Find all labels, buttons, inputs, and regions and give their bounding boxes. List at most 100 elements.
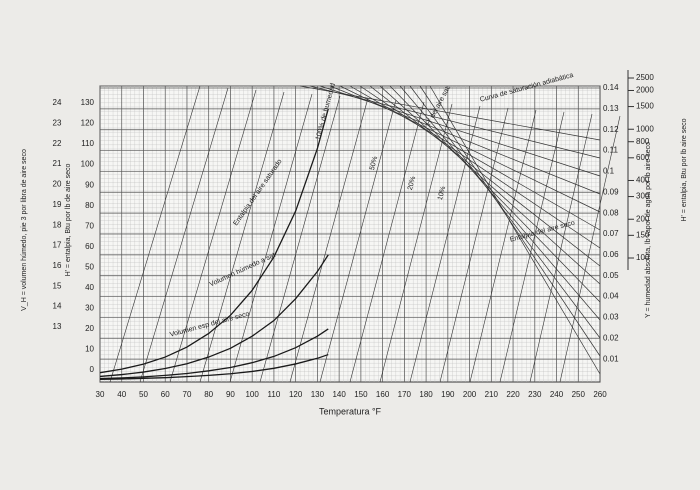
y-tick-label: 0.13	[603, 104, 619, 113]
saturation-adiabatic-line	[349, 85, 601, 231]
adiabatic-line	[139, 87, 229, 383]
h-tick-label: 0	[90, 365, 95, 374]
x-tick-label: 150	[354, 390, 368, 399]
x-tick-label: 60	[161, 390, 170, 399]
y-tick-label: 0.14	[603, 83, 619, 92]
humidity-curve	[99, 328, 329, 380]
y-tick-label: 0.1	[603, 167, 615, 176]
x-tick-label: 30	[96, 390, 105, 399]
saturation-adiabatic-line	[299, 85, 601, 141]
y-tick-label: 0.11	[603, 146, 619, 155]
adiabatic-line	[259, 95, 341, 383]
adiabatic-line	[439, 107, 509, 383]
x-tick-label: 210	[485, 390, 499, 399]
adiabatic-line	[109, 85, 201, 383]
adiabatic-line	[409, 105, 481, 383]
adiabatic-line	[529, 113, 593, 383]
h-tick-label: 80	[85, 201, 94, 210]
h-axis-title: H' = entalpia, Btu por lb de aire seco	[65, 163, 72, 276]
vh-tick-label: 19	[53, 200, 62, 209]
x-tick-label: 130	[311, 390, 325, 399]
x-tick-label: 40	[117, 390, 126, 399]
x-tick-label: 70	[183, 390, 192, 399]
h-tick-label: 70	[85, 221, 94, 230]
saturation-adiabatic-line	[369, 85, 601, 267]
h-tick-label: 10	[85, 345, 94, 354]
vh-tick-label: 13	[53, 322, 62, 331]
hsat-axis-title: H' = entalpia, Btu por lb aire seco	[681, 118, 688, 221]
y-tick-label: 0.07	[603, 229, 619, 238]
hsat-tick-label: 1500	[636, 102, 654, 111]
adiabatic-line	[289, 97, 369, 383]
x-tick-label: 200	[463, 390, 477, 399]
x-tick-label: 230	[528, 390, 542, 399]
saturation-adiabatic-line	[339, 85, 601, 213]
saturation-adiabatic-line	[399, 85, 601, 321]
hsat-tick-label: 200	[636, 214, 650, 223]
hsat-tick-label: 150	[636, 230, 650, 239]
hsat-tick-label: 100	[636, 253, 650, 262]
saturation-adiabatic-line	[409, 85, 601, 339]
vh-tick-label: 16	[53, 261, 62, 270]
humidity-curve	[99, 108, 329, 374]
x-tick-label: 50	[139, 390, 148, 399]
x-tick-label: 250	[572, 390, 586, 399]
y-tick-label: 0.02	[603, 333, 619, 342]
series-label: 10%	[437, 186, 447, 201]
adiabatic-line	[499, 111, 565, 383]
adiabatic-line	[319, 99, 397, 383]
vh-tick-label: 18	[53, 220, 62, 229]
h-tick-label: 120	[81, 119, 95, 128]
hsat-tick-label: 2500	[636, 73, 654, 82]
h-tick-label: 90	[85, 180, 94, 189]
x-tick-label: 220	[506, 390, 520, 399]
x-tick-label: 100	[245, 390, 259, 399]
adiabatic-line	[229, 93, 313, 383]
y-tick-label: 0.01	[603, 354, 619, 363]
x-tick-label: 190	[441, 390, 455, 399]
hsat-tick-label: 400	[636, 176, 650, 185]
series-label: 20%	[407, 176, 417, 191]
adiabatic-line	[469, 109, 537, 383]
vh-tick-label: 15	[53, 281, 62, 290]
h-tick-label: 20	[85, 324, 94, 333]
vh-axis-title: V_H = volumen húmedo, pie 3 por libra de…	[21, 149, 28, 311]
y-tick-label: 0.05	[603, 271, 619, 280]
saturation-adiabatic-line	[429, 85, 601, 375]
h-tick-label: 130	[81, 98, 95, 107]
x-tick-label: 90	[226, 390, 235, 399]
y-tick-label: 0.09	[603, 187, 619, 196]
h-tick-label: 60	[85, 242, 94, 251]
saturation-adiabatic-line	[379, 85, 601, 285]
hsat-tick-label: 1000	[636, 124, 654, 133]
x-tick-label: 180	[419, 390, 433, 399]
y-tick-label: 0.03	[603, 313, 619, 322]
hsat-tick-label: 300	[636, 192, 650, 201]
vh-tick-label: 20	[53, 180, 62, 189]
h-tick-label: 110	[81, 139, 94, 148]
vh-tick-label: 14	[53, 302, 62, 311]
h-tick-label: 100	[81, 160, 95, 169]
x-tick-label: 260	[593, 390, 607, 399]
vh-tick-label: 17	[53, 241, 62, 250]
x-tick-label: 170	[398, 390, 412, 399]
saturation-adiabatic-line	[359, 85, 601, 249]
humidity-curve	[99, 353, 329, 381]
adiabatic-line	[349, 101, 425, 383]
vh-tick-label: 21	[53, 159, 62, 168]
h-tick-label: 40	[85, 283, 94, 292]
adiabatic-line	[169, 89, 257, 383]
x-tick-label: 240	[550, 390, 564, 399]
x-tick-label: 120	[289, 390, 303, 399]
y-tick-label: 0.04	[603, 292, 619, 301]
vh-tick-label: 23	[53, 118, 62, 127]
h-tick-label: 50	[85, 262, 94, 271]
hsat-tick-label: 800	[636, 137, 650, 146]
y-axis-title: Y = humedad absoluta, lb vapor de agua p…	[645, 142, 652, 318]
adiabatic-line	[559, 115, 621, 383]
y-tick-label: 0.12	[603, 125, 619, 134]
x-tick-label: 110	[268, 390, 281, 399]
hsat-tick-label: 2000	[636, 86, 654, 95]
saturation-adiabatic-line	[329, 85, 601, 195]
series-label: 50%	[369, 156, 379, 171]
